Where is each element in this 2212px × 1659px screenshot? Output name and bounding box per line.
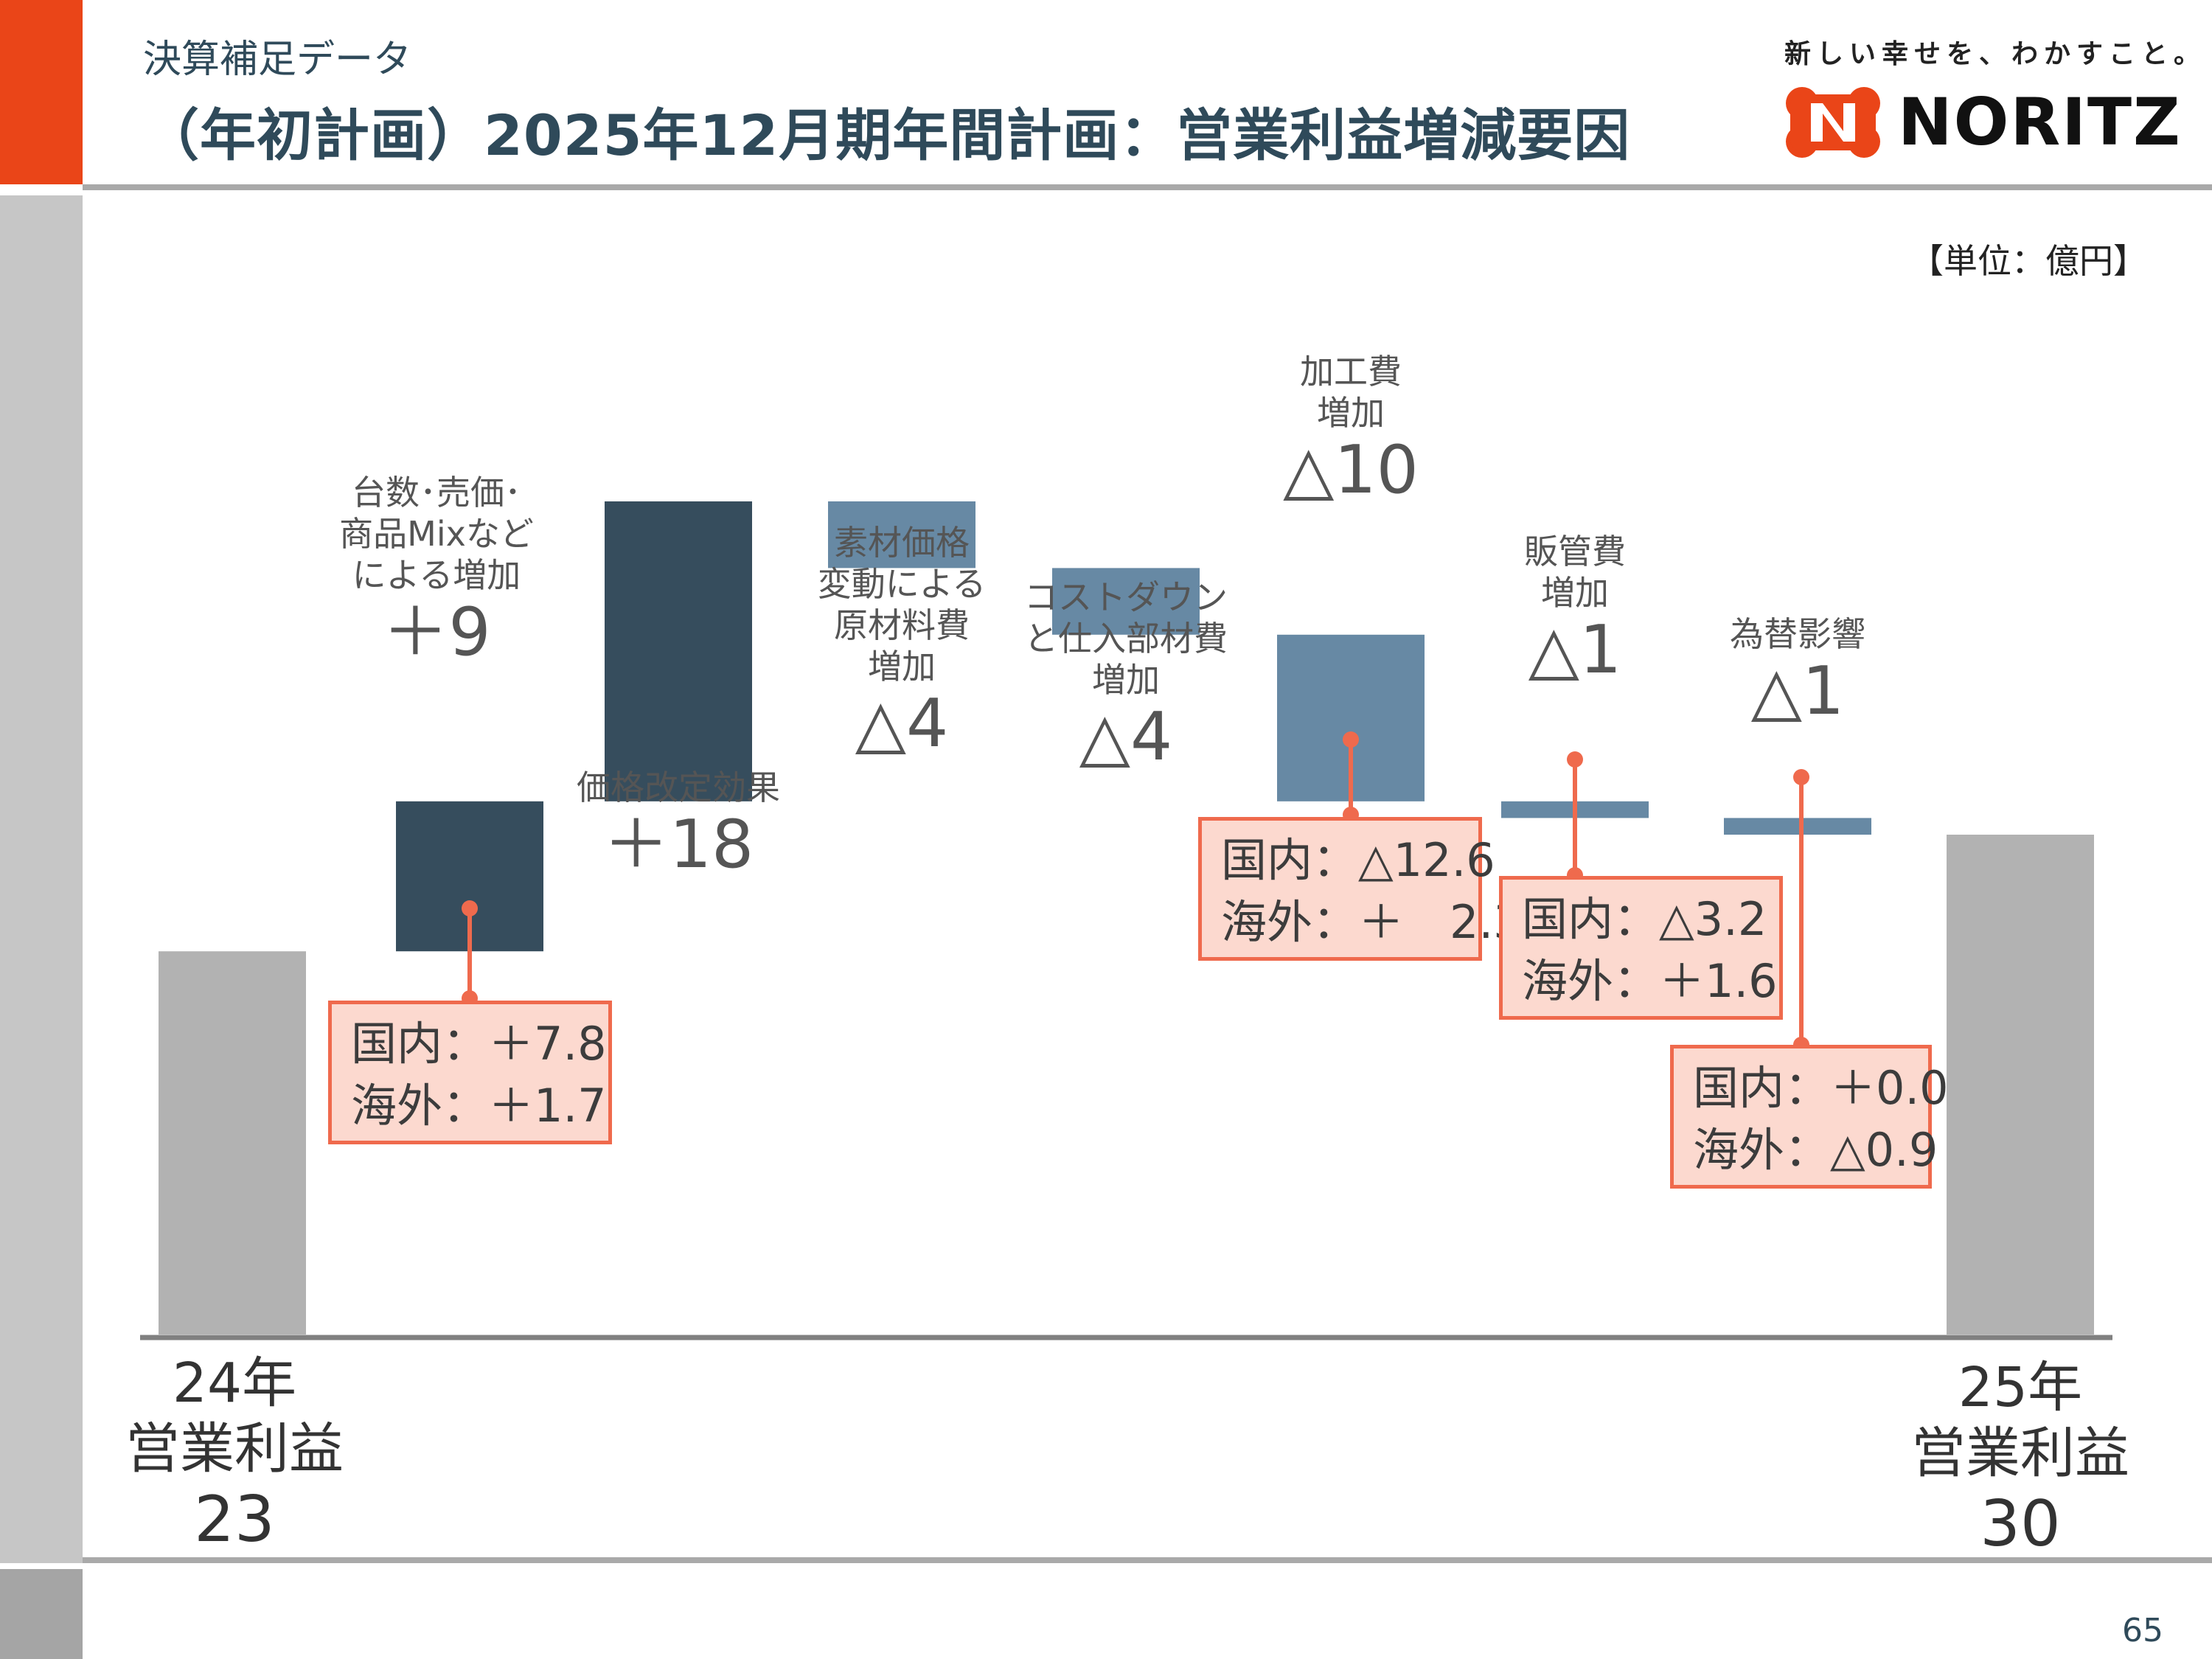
section-subtitle: 決算補足データ <box>143 38 412 82</box>
bar-label-line: 素材価格 <box>834 523 970 563</box>
bar-label-6: 販管費 増加 △1 <box>1524 531 1626 686</box>
waterfall-bar-4 <box>1052 568 1200 635</box>
bar-value-label: △1 <box>1528 611 1622 689</box>
callout-dot-6-0 <box>1567 751 1583 768</box>
bar-label-line: 増加 <box>1092 660 1160 700</box>
breakdown-callout-1: 国内：＋7.8 海外：＋1.7 <box>328 1001 612 1145</box>
brand-logo-text: NORITZ <box>1898 84 2182 160</box>
waterfall-bar-0 <box>159 951 306 1335</box>
total-value: 30 <box>1980 1486 2061 1561</box>
brand-tagline: 新しい幸せを、わかすこと。 <box>1784 39 2207 69</box>
bar-value-label: ＋9 <box>382 594 491 672</box>
callout-line: 国内：△3.2 <box>1522 892 1767 946</box>
bar-label-line: 台数･売価･ <box>351 473 521 512</box>
callout-line: 国内：＋7.8 <box>351 1017 607 1071</box>
breakdown-callout-7: 国内：＋0.0 海外：△0.9 <box>1670 1045 1949 1189</box>
bar-label-line: 原材料費 <box>834 605 970 646</box>
waterfall-bar-8 <box>1947 835 2094 1335</box>
bar-label-5: 加工費 増加 △10 <box>1283 351 1419 507</box>
callout-line: 国内：＋0.0 <box>1693 1061 1949 1115</box>
callout-dot-1-0 <box>462 900 478 917</box>
bar-label-line: 販管費 <box>1524 532 1626 571</box>
total-label-line: 営業利益 <box>1911 1421 2129 1485</box>
noritz-logo-icon <box>1786 87 1880 158</box>
bar-label-line: 変動による <box>817 564 987 605</box>
callout-dot-5-0 <box>1343 731 1359 748</box>
waterfall-bar-7 <box>1724 818 1871 835</box>
accent-block <box>0 0 83 184</box>
bar-label-line: 為替影響 <box>1730 614 1865 654</box>
unit-label: 【単位：億円】 <box>1910 241 2147 281</box>
bar-label-line: による増加 <box>352 555 521 596</box>
footer-divider <box>83 1557 2212 1563</box>
bar-value-label: △4 <box>855 685 949 763</box>
bar-label-line: コストダウン <box>1024 577 1228 617</box>
callout-line: 国内：△12.6 <box>1221 833 1495 887</box>
total-label-line: 営業利益 <box>125 1416 344 1481</box>
bar-value-label: ＋18 <box>602 806 754 884</box>
breakdown-callout-5: 国内：△12.6 海外：＋ 2.3 <box>1198 817 1523 961</box>
bar-label-line: 増加 <box>868 647 936 687</box>
waterfall-bar-3 <box>828 501 975 568</box>
bar-label-line: 増加 <box>1317 393 1385 434</box>
bar-label-1: 台数･売価･ 商品Mixなど による増加 ＋9 <box>339 472 534 669</box>
left-rail <box>0 195 83 1563</box>
bar-value-label: △1 <box>1750 653 1845 731</box>
total-label-0: 24年 営業利益 23 <box>125 1351 344 1558</box>
bar-label-7: 為替影響 △1 <box>1730 613 1865 728</box>
bar-label-line: 価格改定効果 <box>577 768 780 807</box>
page-title: （年初計画）2025年12月期年間計画：営業利益増減要因 <box>143 102 1631 168</box>
bar-value-label: △4 <box>1079 698 1173 776</box>
waterfall-bar-2 <box>605 501 752 801</box>
total-label-8: 25年 営業利益 30 <box>1911 1355 2129 1562</box>
callout-line: 海外：＋ 2.3 <box>1221 894 1523 949</box>
bar-label-line: 商品Mixなど <box>339 514 534 554</box>
breakdown-callout-6: 国内：△3.2 海外：＋1.6 <box>1499 876 1783 1020</box>
bar-label-line: と仕入部材費 <box>1024 619 1228 659</box>
bar-label-3: 素材価格 変動による 原材料費 増加 △4 <box>818 522 987 760</box>
total-label-line: 24年 <box>172 1352 297 1415</box>
bar-label-line: 増加 <box>1541 573 1609 613</box>
bar-label-4: コストダウン と仕入部材費 増加 △4 <box>1024 577 1228 773</box>
left-rail-bottom <box>0 1569 83 1659</box>
total-label-line: 25年 <box>1958 1356 2083 1419</box>
page-number: 65 <box>2122 1612 2163 1649</box>
total-value: 23 <box>194 1482 275 1557</box>
callout-line: 海外：＋1.6 <box>1522 953 1778 1008</box>
callout-line: 海外：＋1.7 <box>351 1078 607 1133</box>
callout-dot-7-0 <box>1793 769 1809 785</box>
bar-label-2: 価格改定効果 ＋18 <box>577 767 780 881</box>
callout-line: 海外：△0.9 <box>1693 1122 1938 1177</box>
header-divider <box>83 184 2212 190</box>
bar-value-label: △10 <box>1283 431 1419 509</box>
bar-label-line: 加工費 <box>1300 352 1402 392</box>
